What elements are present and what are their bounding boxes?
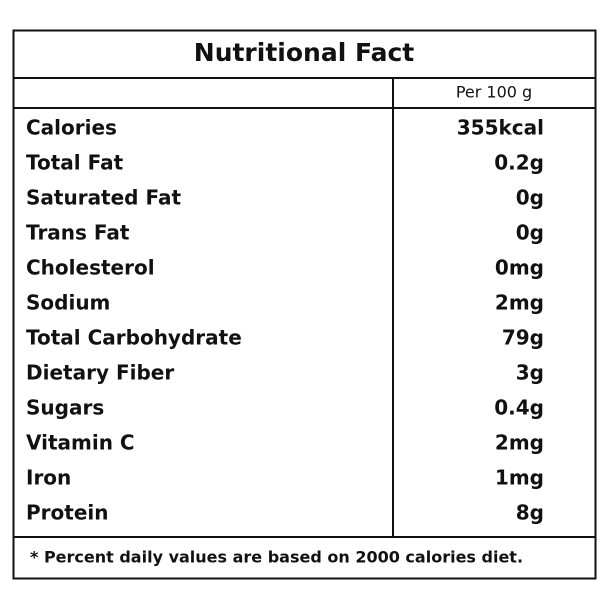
- nutrient-amount: 0g: [516, 221, 544, 245]
- nutrient-amount: 1mg: [495, 466, 544, 490]
- footnote: * Percent daily values are based on 2000…: [30, 548, 523, 567]
- nutrient-name: Calories: [26, 116, 117, 140]
- table-title: Nutritional Fact: [194, 38, 415, 67]
- nutrient-name: Sugars: [26, 396, 104, 420]
- nutrient-name: Trans Fat: [26, 221, 130, 245]
- nutrient-name: Vitamin C: [26, 431, 135, 455]
- nutrient-name: Saturated Fat: [26, 186, 181, 210]
- column-header: Per 100 g: [456, 83, 532, 102]
- nutrient-amount: 0.2g: [494, 151, 544, 175]
- table-border: [12, 29, 597, 580]
- nutrient-amount: 2mg: [495, 431, 544, 455]
- nutrient-amount: 0mg: [495, 256, 544, 280]
- nutrient-amount: 0.4g: [494, 396, 544, 420]
- nutrient-name: Total Fat: [26, 151, 124, 175]
- nutrient-amount: 8g: [516, 501, 544, 525]
- nutrient-amount: 355kcal: [457, 116, 544, 140]
- nutrient-name: Sodium: [26, 291, 110, 315]
- nutrient-name: Dietary Fiber: [26, 361, 174, 385]
- nutrient-amount: 2mg: [495, 291, 544, 315]
- nutrient-name: Iron: [26, 466, 71, 490]
- nutrient-amount: 0g: [516, 186, 544, 210]
- nutrient-name: Total Carbohydrate: [26, 326, 242, 350]
- nutrient-name: Cholesterol: [26, 256, 155, 280]
- nutrient-amount: 3g: [516, 361, 544, 385]
- nutrient-name: Protein: [26, 501, 108, 525]
- nutrient-amount: 79g: [502, 326, 544, 350]
